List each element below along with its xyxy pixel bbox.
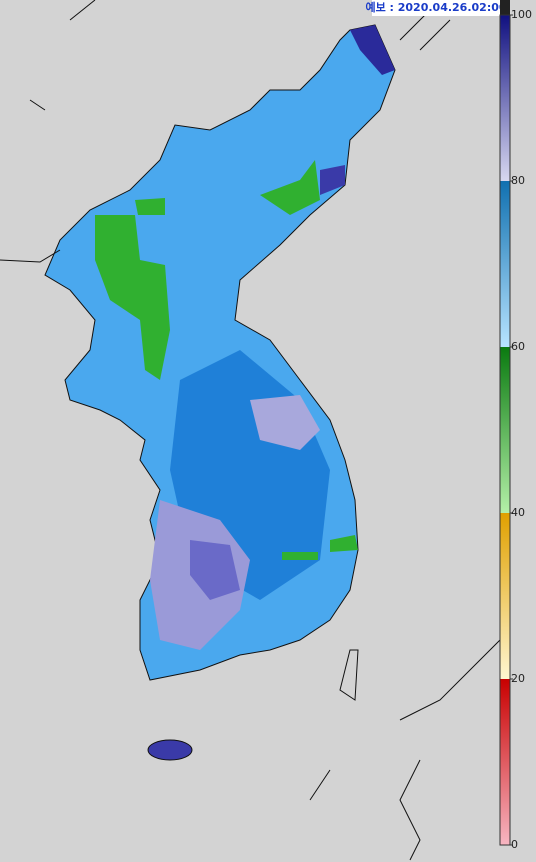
forecast-time: 예보 : 2020.04.26.02:00: [365, 0, 506, 14]
colorbar-tick-label: 80: [511, 174, 525, 187]
colorbar-segment: [500, 679, 510, 845]
dry-area: [95, 215, 170, 380]
dry-area: [282, 552, 318, 560]
dry-area: [330, 535, 358, 552]
colorbar-tick-label: 40: [511, 506, 525, 519]
very-humid-area: [190, 540, 240, 600]
colorbar-cap: [500, 0, 510, 15]
colorbar-segment: [500, 513, 510, 679]
colorbar-tick-label: 100: [511, 8, 532, 21]
colorbar: 0 20 40 60 80 100: [499, 0, 532, 851]
timestamp-box: [372, 0, 500, 16]
very-humid-area: [350, 25, 395, 75]
dry-area: [260, 160, 320, 215]
colorbar-tick-label: 20: [511, 672, 525, 685]
jeju-island: [147, 739, 193, 761]
very-humid-area: [250, 395, 320, 450]
very-humid-area: [320, 165, 345, 195]
colorbar-segment: [500, 347, 510, 513]
coastline: [0, 0, 501, 861]
colorbar-tick-label: 0: [511, 838, 518, 851]
dry-area: [135, 198, 165, 215]
map: [0, 0, 501, 861]
colorbar-segment: [500, 15, 510, 181]
colorbar-frame: [499, 14, 511, 846]
colorbar-tick-label: 60: [511, 340, 525, 353]
colorbar-segment: [500, 181, 510, 347]
